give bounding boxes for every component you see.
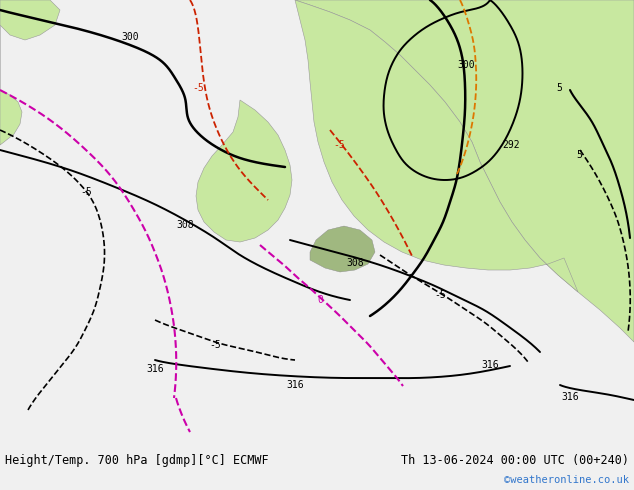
Text: 316: 316 xyxy=(146,364,164,374)
Text: 308: 308 xyxy=(176,220,194,230)
Text: 5: 5 xyxy=(556,83,562,93)
Text: ©weatheronline.co.uk: ©weatheronline.co.uk xyxy=(504,475,629,485)
Polygon shape xyxy=(295,0,634,342)
Text: 0: 0 xyxy=(317,295,323,305)
Text: -5: -5 xyxy=(81,187,92,197)
Text: -5: -5 xyxy=(209,340,221,350)
Polygon shape xyxy=(196,100,292,242)
Text: 5: 5 xyxy=(576,150,582,160)
Text: -5: -5 xyxy=(434,290,446,300)
Polygon shape xyxy=(310,226,375,272)
Text: Height/Temp. 700 hPa [gdmp][°C] ECMWF: Height/Temp. 700 hPa [gdmp][°C] ECMWF xyxy=(5,454,269,466)
Text: 308: 308 xyxy=(346,258,364,268)
Text: 316: 316 xyxy=(561,392,579,402)
Text: -5: -5 xyxy=(192,83,204,93)
Text: 292: 292 xyxy=(502,140,520,150)
Polygon shape xyxy=(295,0,578,292)
Text: Th 13-06-2024 00:00 UTC (00+240): Th 13-06-2024 00:00 UTC (00+240) xyxy=(401,454,629,466)
Polygon shape xyxy=(0,0,22,145)
Text: 316: 316 xyxy=(286,380,304,390)
Text: 300: 300 xyxy=(121,32,139,42)
Text: -5: -5 xyxy=(333,140,345,150)
Text: 316: 316 xyxy=(481,360,499,370)
Polygon shape xyxy=(0,0,60,40)
Text: 300: 300 xyxy=(457,60,475,70)
